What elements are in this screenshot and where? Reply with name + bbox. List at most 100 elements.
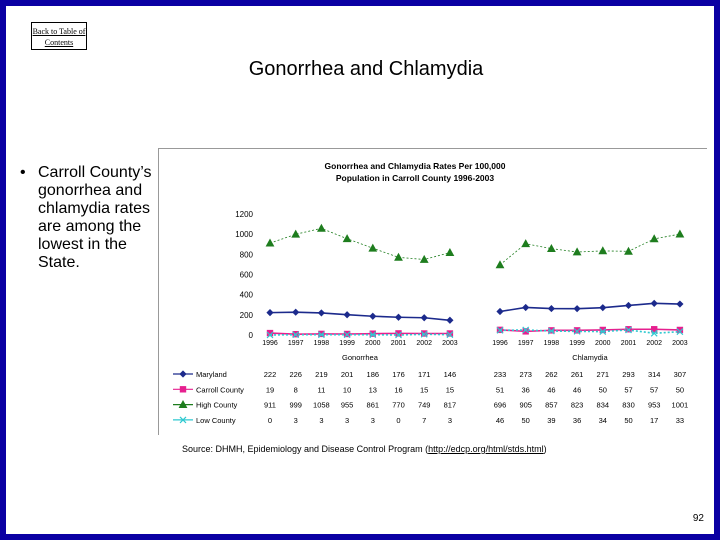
table-value: 905 bbox=[519, 401, 532, 410]
data-point-low-county bbox=[420, 330, 428, 338]
x-tick-label: 1999 bbox=[339, 340, 355, 347]
table-value: 314 bbox=[648, 370, 661, 379]
data-point-low-county bbox=[650, 329, 658, 337]
slide-title: Gonorrhea and Chlamydia bbox=[248, 58, 484, 80]
table-value: 911 bbox=[264, 401, 276, 410]
data-point-high-county bbox=[649, 234, 659, 243]
table-value: 50 bbox=[624, 416, 632, 425]
legend-marker-carroll-county bbox=[179, 386, 187, 393]
table-value: 293 bbox=[622, 370, 635, 379]
table-value: 46 bbox=[496, 416, 504, 425]
table-value: 823 bbox=[571, 401, 584, 410]
x-tick-label: 2003 bbox=[672, 340, 688, 347]
table-value: 830 bbox=[622, 401, 635, 410]
data-point-high-county bbox=[419, 254, 429, 263]
data-point-maryland bbox=[446, 316, 454, 324]
chart-frame: Gonorrhea and Chlamydia Rates Per 100,00… bbox=[158, 148, 707, 435]
data-point-low-county bbox=[266, 331, 274, 339]
table-value: 749 bbox=[418, 401, 431, 410]
table-value: 50 bbox=[599, 385, 607, 394]
table-value: 3 bbox=[448, 416, 452, 425]
x-tick-label: 1997 bbox=[288, 340, 304, 347]
table-value: 10 bbox=[343, 385, 351, 394]
y-tick-label: 200 bbox=[240, 311, 254, 320]
table-value: 3 bbox=[371, 416, 375, 425]
source-note: Source: DHMH, Epidemiology and Disease C… bbox=[182, 444, 547, 454]
table-value: 36 bbox=[573, 416, 581, 425]
data-point-maryland bbox=[420, 314, 428, 322]
table-value: 1001 bbox=[672, 401, 689, 410]
legend-label-high-county: High County bbox=[196, 401, 238, 410]
table-value: 39 bbox=[547, 416, 555, 425]
table-value: 13 bbox=[369, 385, 377, 394]
data-point-low-county bbox=[573, 327, 581, 335]
table-value: 696 bbox=[494, 401, 507, 410]
data-point-low-county bbox=[599, 328, 607, 335]
data-point-maryland bbox=[650, 299, 658, 307]
page-number: 92 bbox=[692, 513, 704, 524]
chart-title-line: Gonorrhea and Chlamydia Rates Per 100,00… bbox=[325, 161, 506, 171]
table-value: 186 bbox=[367, 370, 380, 379]
data-point-high-county bbox=[675, 229, 685, 238]
table-value: 34 bbox=[599, 416, 607, 425]
source-url-link[interactable]: http://edcp.org/html/stds.html bbox=[428, 444, 544, 454]
slide: Back to Table of Contents Gonorrhea and … bbox=[6, 6, 714, 534]
x-tick-label: 1998 bbox=[544, 340, 560, 347]
series-line-low-county bbox=[499, 329, 680, 335]
data-point-carroll-county bbox=[266, 329, 274, 337]
data-point-high-county bbox=[368, 243, 378, 252]
data-point-low-county bbox=[446, 331, 454, 339]
legend-label-maryland: Maryland bbox=[196, 370, 227, 379]
x-tick-label: 2002 bbox=[646, 340, 662, 347]
data-point-high-county bbox=[598, 246, 608, 255]
y-tick-label: 600 bbox=[240, 271, 254, 280]
data-point-high-county bbox=[445, 248, 455, 257]
data-point-low-county bbox=[547, 327, 555, 335]
y-tick-label: 800 bbox=[240, 250, 254, 259]
table-value: 17 bbox=[650, 416, 658, 425]
data-point-carroll-county bbox=[522, 328, 529, 335]
x-tick-label: 2000 bbox=[595, 340, 611, 347]
data-point-maryland bbox=[496, 307, 504, 316]
table-value: 171 bbox=[418, 370, 431, 379]
table-value: 271 bbox=[597, 370, 610, 379]
data-point-low-county bbox=[625, 326, 632, 334]
data-point-maryland bbox=[522, 303, 530, 312]
series-line-low-county bbox=[269, 333, 450, 336]
legend-marker-maryland bbox=[179, 370, 187, 378]
data-point-maryland bbox=[292, 308, 300, 316]
table-value: 57 bbox=[624, 385, 632, 394]
table-value: 953 bbox=[648, 401, 661, 410]
data-point-maryland bbox=[317, 309, 325, 317]
data-point-high-county bbox=[394, 252, 403, 261]
y-tick-label: 1000 bbox=[235, 230, 253, 239]
data-point-high-county bbox=[572, 247, 582, 256]
data-point-carroll-county bbox=[369, 330, 376, 337]
y-tick-label: 0 bbox=[249, 331, 254, 340]
table-value: 3 bbox=[319, 416, 323, 425]
data-point-high-county bbox=[624, 246, 633, 255]
source-prefix: Source: DHMH, Epidemiology and Disease C… bbox=[182, 444, 429, 454]
data-point-high-county bbox=[317, 223, 326, 232]
data-point-low-county bbox=[395, 331, 402, 339]
group-label: Chlamydia bbox=[572, 353, 608, 362]
table-value: 16 bbox=[394, 385, 402, 394]
x-tick-label: 2000 bbox=[365, 340, 381, 347]
bullet-point: • Carroll County’s gonorrhea and chlamyd… bbox=[20, 164, 158, 272]
data-point-high-county bbox=[342, 234, 352, 243]
legend-label-low-county: Low County bbox=[196, 416, 236, 425]
back-to-contents-link[interactable]: Back to Table of Contents bbox=[31, 22, 87, 50]
legend-marker-high-county bbox=[178, 400, 188, 408]
x-tick-label: 1999 bbox=[569, 340, 585, 347]
group-label: Gonorrhea bbox=[342, 353, 379, 362]
x-tick-label: 1996 bbox=[262, 340, 278, 347]
table-value: 11 bbox=[318, 385, 326, 394]
table-value: 33 bbox=[676, 416, 684, 425]
table-value: 0 bbox=[396, 416, 400, 425]
table-value: 3 bbox=[345, 416, 349, 425]
table-value: 3 bbox=[294, 416, 298, 425]
series-line-maryland bbox=[499, 302, 680, 313]
chart-title-line: Population in Carroll County 1996-2003 bbox=[336, 173, 495, 183]
table-value: 46 bbox=[573, 385, 581, 394]
table-value: 19 bbox=[266, 385, 274, 394]
